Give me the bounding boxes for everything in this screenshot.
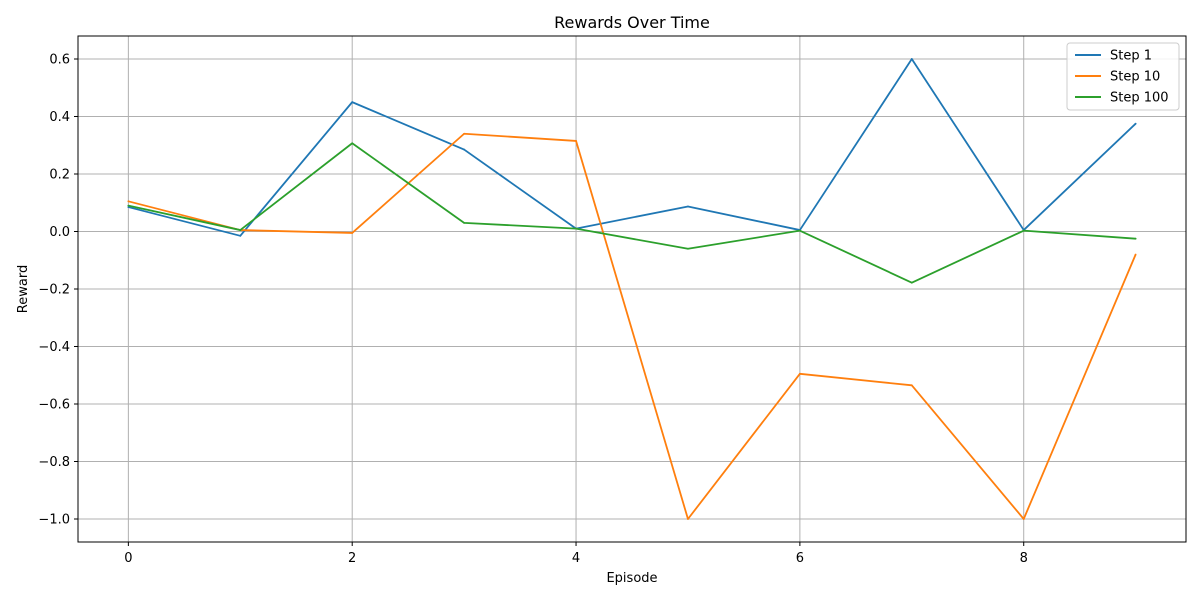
legend-items: Step 1 Step 10 Step 100	[1075, 49, 1169, 106]
y-tick-label: −0.2	[38, 283, 70, 298]
data-point	[463, 148, 466, 151]
data-point	[798, 372, 801, 375]
data-point	[687, 518, 689, 520]
data-point	[351, 232, 354, 234]
x-tick-label: 4	[572, 551, 580, 566]
y-tick-label: −1.0	[38, 513, 70, 528]
legend-item: Step 10	[1075, 70, 1160, 85]
y-tick-label: −0.6	[38, 398, 70, 413]
series-3	[127, 142, 1137, 284]
data-point	[687, 247, 689, 250]
y-tick-label: −0.8	[38, 455, 70, 470]
data-point	[1022, 518, 1025, 520]
legend-item: Step 100	[1075, 91, 1169, 106]
data-point	[798, 229, 801, 232]
series-2	[127, 132, 1137, 520]
y-tick-label: 0.4	[49, 110, 70, 125]
data-point	[127, 204, 130, 207]
y-tick-label: −0.4	[38, 340, 70, 355]
data-point	[239, 234, 242, 237]
data-point	[910, 58, 913, 60]
data-point	[351, 142, 354, 145]
legend-label: Step 1	[1110, 49, 1152, 64]
series-line	[128, 142, 1136, 284]
chart-title: Rewards Over Time	[554, 13, 710, 32]
data-point	[127, 200, 130, 203]
data-point	[463, 132, 466, 135]
x-axis-ticks: 0 2 4 6 8	[124, 542, 1028, 566]
y-axis-ticks: −1.0 −0.8 −0.6 −0.4 −0.2 0.0 0.2 0.4 0.6	[38, 53, 78, 528]
data-point	[351, 101, 354, 104]
y-tick-label: 0.0	[49, 225, 70, 240]
x-tick-label: 0	[124, 551, 132, 566]
data-point	[1134, 237, 1137, 240]
data-point	[1022, 229, 1025, 232]
data-point	[575, 140, 577, 142]
series-lines	[127, 58, 1137, 520]
legend-label: Step 10	[1110, 70, 1160, 85]
data-point	[1134, 122, 1137, 125]
data-point	[575, 227, 577, 230]
data-point	[1134, 253, 1137, 256]
x-axis-label: Episode	[606, 571, 657, 586]
legend: Step 1 Step 10 Step 100	[1066, 42, 1180, 111]
series-1	[127, 58, 1137, 237]
data-point	[239, 229, 242, 231]
y-tick-label: 0.2	[49, 168, 70, 183]
legend-item: Step 1	[1075, 49, 1152, 64]
data-point	[463, 221, 466, 224]
x-tick-label: 6	[796, 551, 804, 566]
series-line	[128, 58, 1137, 237]
legend-box	[1066, 42, 1180, 111]
legend-label: Step 100	[1110, 91, 1169, 106]
grid	[78, 36, 1186, 542]
y-axis-label: Reward	[16, 265, 31, 313]
y-tick-label: 0.6	[49, 53, 70, 68]
data-point	[910, 384, 913, 387]
x-tick-label: 8	[1020, 551, 1028, 566]
series-line	[128, 132, 1137, 520]
x-tick-label: 2	[348, 551, 356, 566]
data-point	[687, 205, 689, 208]
data-point	[910, 281, 913, 284]
